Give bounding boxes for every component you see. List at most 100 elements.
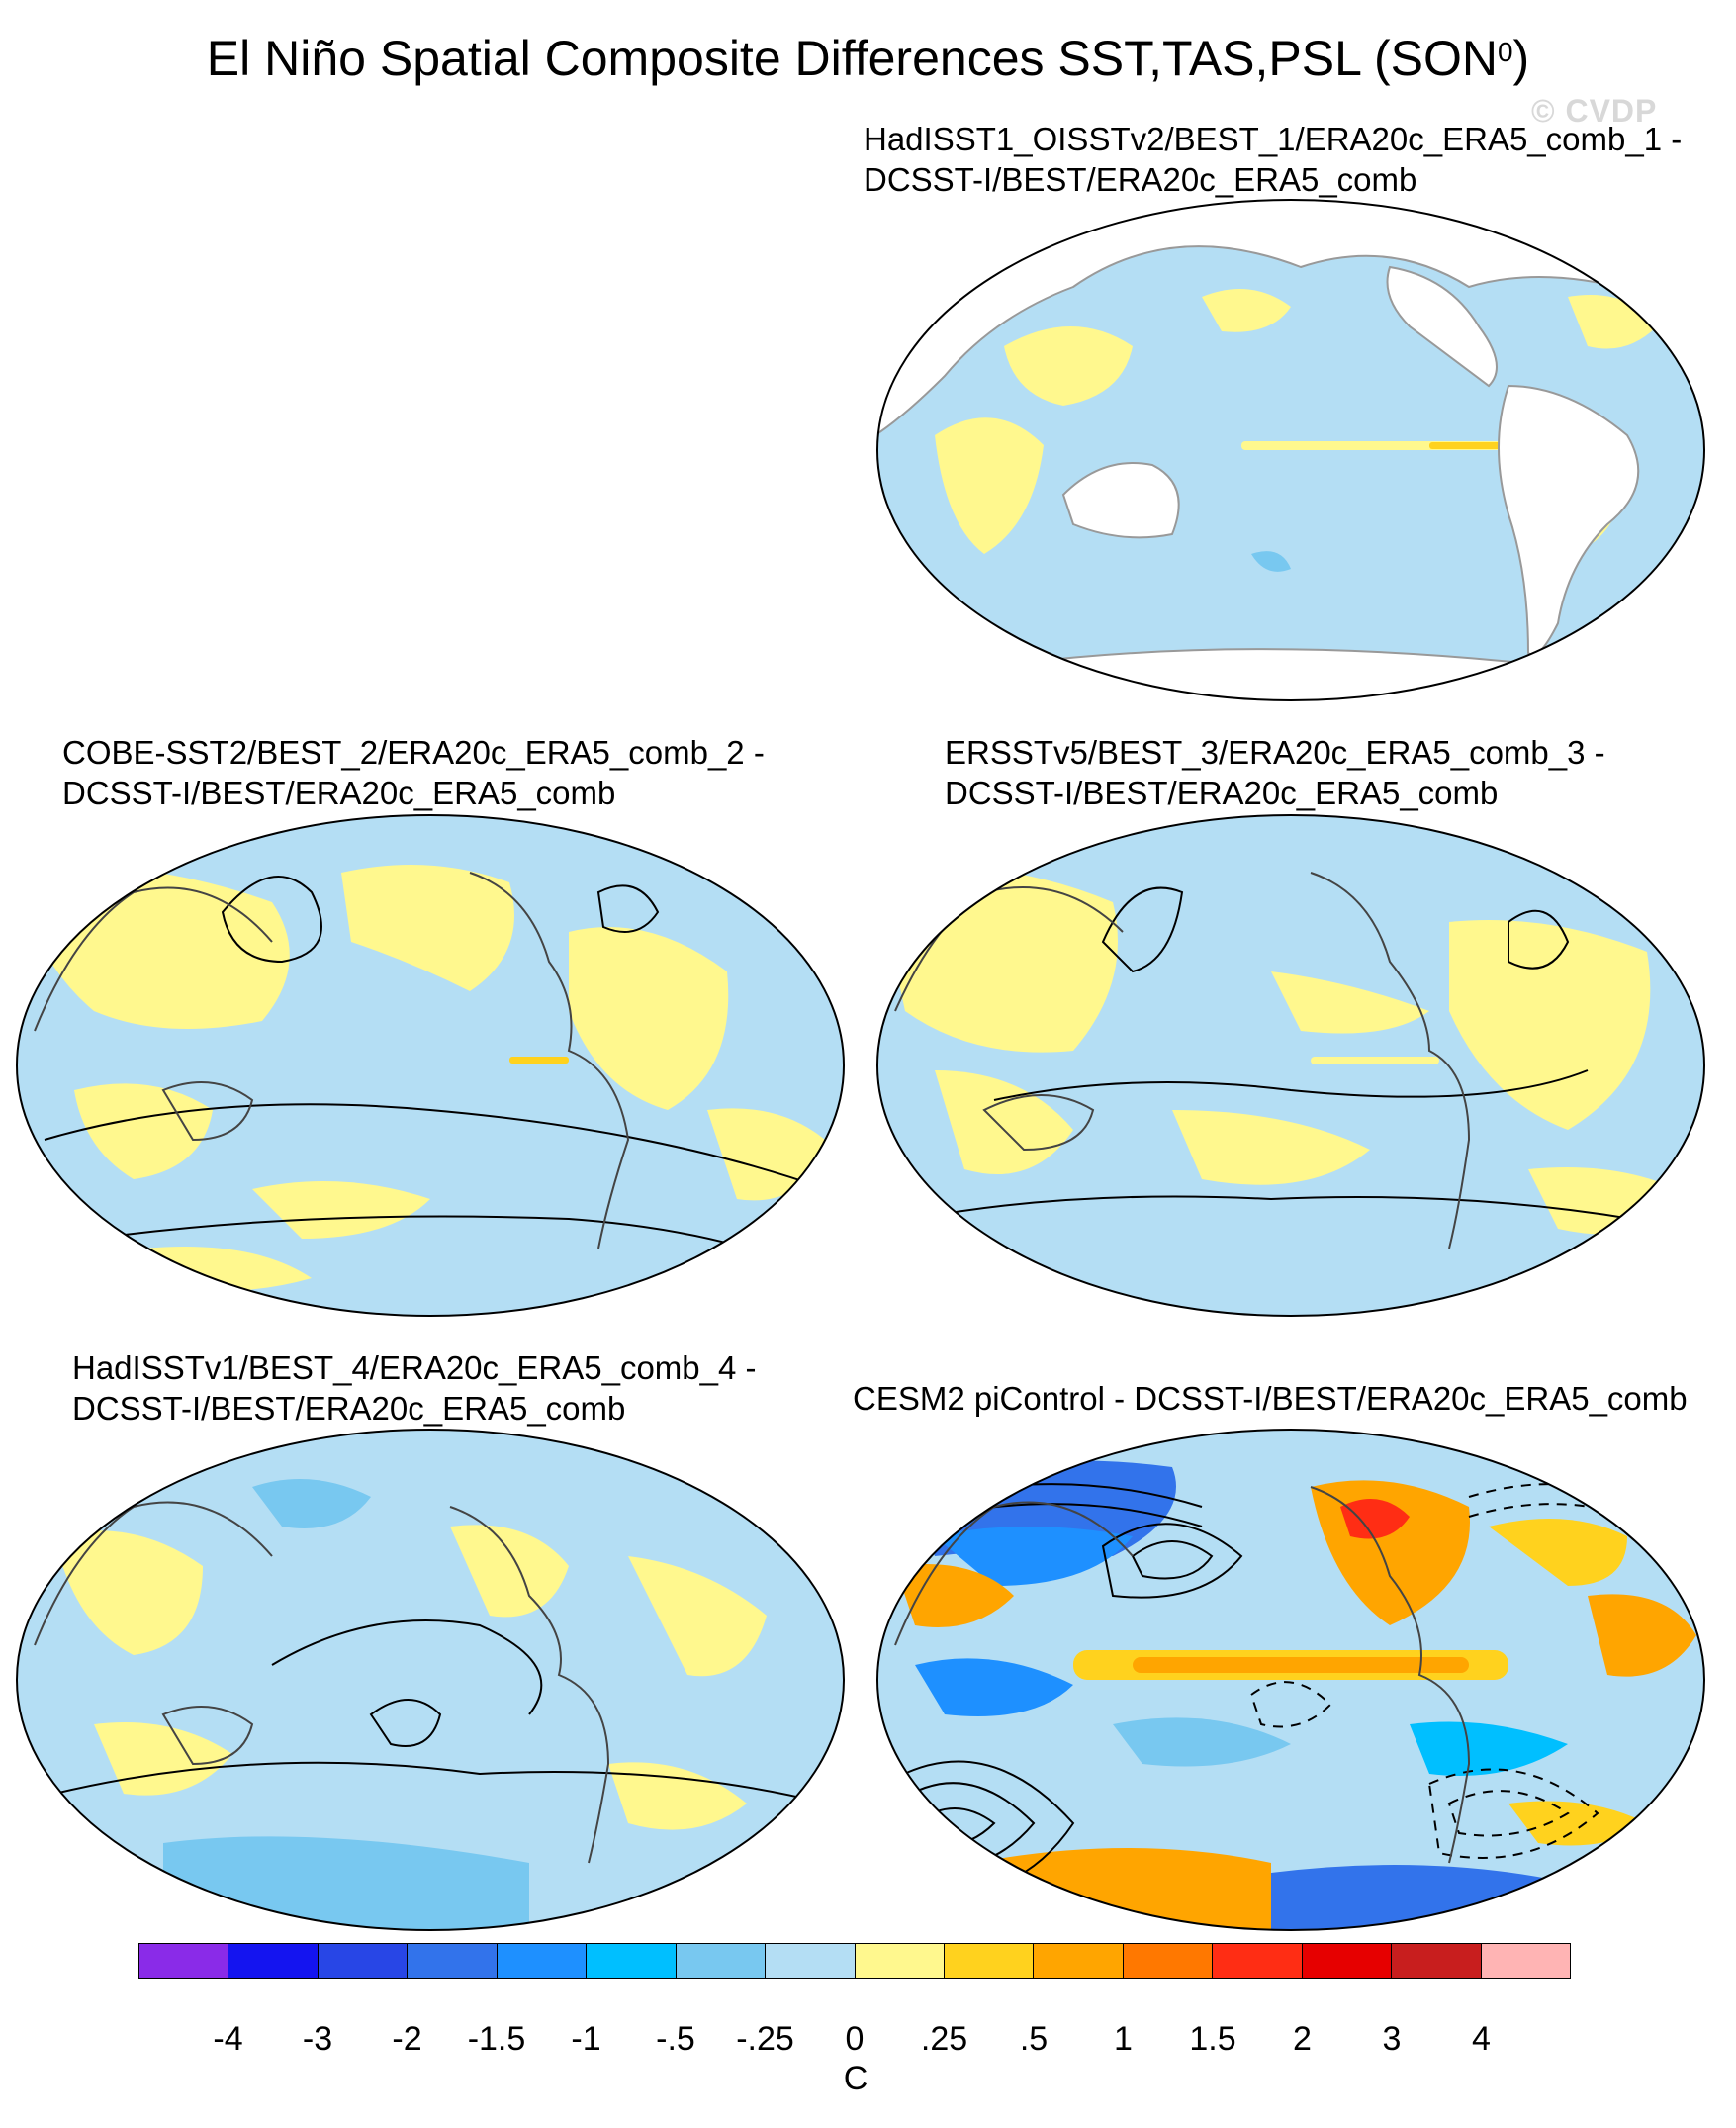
- panel-2-psl-contour: [596, 884, 660, 933]
- panel-5-warm-region: [1489, 1519, 1627, 1586]
- colorbar-tick-label: -2: [392, 2020, 422, 2058]
- panel-5-warm-region: [974, 1848, 1271, 1930]
- panel-3-warm-region: [1271, 971, 1429, 1034]
- colorbar-tick-label: 1.5: [1189, 2020, 1236, 2058]
- colorbar-tick-label: -1.5: [467, 2020, 526, 2058]
- colorbar-swatch: [318, 1944, 409, 1978]
- panel-1-warm-patch: [935, 417, 1044, 554]
- panel-1-title-line2: DCSST-I/BEST/ERA20c_ERA5_comb: [864, 161, 1417, 198]
- panel-5-psl-contour-negative: [1249, 1681, 1332, 1728]
- panel-5-title: CESM2 piControl - DCSST-I/BEST/ERA20c_ER…: [853, 1378, 1688, 1419]
- colorbar-tick-label: -1: [571, 2020, 601, 2058]
- panel-4-title-line1: HadISSTv1/BEST_4/ERA20c_ERA5_comb_4 -: [72, 1349, 757, 1386]
- panel-4-map: [16, 1429, 845, 1931]
- panel-2-coast: [161, 1081, 254, 1142]
- colorbar-swatch: [139, 1944, 229, 1978]
- panel-3-coast: [982, 1094, 1095, 1152]
- panel-5-cold-region: [915, 1658, 1073, 1716]
- panel-4-coast: [34, 1501, 273, 1646]
- colorbar-swatch: [587, 1944, 677, 1978]
- panel-2-map: [16, 814, 845, 1317]
- panel-5-warm-region: [1508, 1801, 1647, 1846]
- panel-2-psl-contour: [44, 1103, 827, 1190]
- panel-5-warm-region: [895, 1564, 1014, 1627]
- colorbar-tick-label: .5: [1019, 2020, 1049, 2058]
- panel-4-psl-contour: [53, 1761, 827, 1804]
- panel-5-psl-contour: [1101, 1523, 1243, 1599]
- panel-2-warm-region: [569, 927, 729, 1110]
- panel-4-warm-region: [450, 1525, 569, 1618]
- colorbar-swatch: [944, 1944, 1035, 1978]
- panel-1-title: HadISST1_OISSTv2/BEST_1/ERA20c_ERA5_comb…: [864, 119, 1682, 200]
- panel-4-warm-region: [94, 1722, 232, 1796]
- cvdp-watermark: © CVDP: [1531, 93, 1658, 129]
- panel-5-cold-region: [1271, 1865, 1568, 1930]
- panel-1-warm-patch: [1004, 326, 1133, 406]
- panel-4-warm-region: [628, 1556, 767, 1677]
- colorbar-swatch: [1481, 1944, 1570, 1978]
- panel-2-title-line1: COBE-SST2/BEST_2/ERA20c_ERA5_comb_2 -: [62, 734, 765, 771]
- panel-1-land: [1386, 265, 1498, 388]
- colorbar-tick-label: -3: [302, 2020, 333, 2058]
- panel-5-cold-region: [1113, 1717, 1291, 1767]
- panel-4-warm-region: [608, 1762, 747, 1830]
- colorbar-swatch: [1392, 1944, 1482, 1978]
- panel-3-title-line1: ERSSTv5/BEST_3/ERA20c_ERA5_comb_3 -: [945, 734, 1605, 771]
- panel-4-coast: [161, 1706, 254, 1766]
- panel-3-warm-region: [1172, 1110, 1370, 1185]
- colorbar-swatch: [676, 1944, 767, 1978]
- panel-2-coast: [34, 886, 273, 1032]
- panel-3-map: [876, 814, 1705, 1317]
- panel-4-title-line2: DCSST-I/BEST/ERA20c_ERA5_comb: [72, 1390, 626, 1427]
- colorbar-tick-label: 0: [845, 2020, 865, 2058]
- panel-4-psl-contour: [271, 1619, 543, 1715]
- colorbar-tick-label: 4: [1472, 2020, 1491, 2058]
- panel-2-title: COBE-SST2/BEST_2/ERA20c_ERA5_comb_2 - DC…: [62, 732, 765, 813]
- panel-1-land: [1498, 384, 1640, 656]
- figure-title: El Niño Spatial Composite Differences SS…: [206, 31, 1530, 86]
- colorbar-swatch: [497, 1944, 588, 1978]
- panel-3-warm-region: [1449, 920, 1651, 1130]
- panel-4-background: [17, 1430, 844, 1930]
- panel-4-warm-region: [54, 1530, 203, 1655]
- panel-5-map: [876, 1429, 1705, 1931]
- panel-1-map: [876, 199, 1705, 701]
- colorbar-tick-label: 1: [1114, 2020, 1133, 2058]
- panel-3-coast: [1310, 872, 1471, 1249]
- panel-3-title-line2: DCSST-I/BEST/ERA20c_ERA5_comb: [945, 775, 1499, 811]
- colorbar: [138, 1943, 1571, 1979]
- panel-4-cold-region: [252, 1479, 371, 1528]
- panel-1-land: [1061, 462, 1180, 539]
- colorbar-tick-label: 2: [1293, 2020, 1312, 2058]
- panel-4-title: HadISSTv1/BEST_4/ERA20c_ERA5_comb_4 - DC…: [72, 1347, 757, 1429]
- panel-1-title-line1: HadISST1_OISSTv2/BEST_1/ERA20c_ERA5_comb…: [864, 121, 1683, 157]
- panel-3-psl-contour: [1508, 909, 1570, 970]
- panel-3-psl-contour: [1101, 886, 1184, 973]
- colorbar-swatch: [408, 1944, 498, 1978]
- panel-2-warm-region: [341, 865, 514, 991]
- panel-3-equatorial-band: [1311, 1057, 1439, 1064]
- panel-3-psl-contour: [914, 1195, 1688, 1230]
- panel-4-psl-contour: [369, 1699, 442, 1747]
- panel-5-coast: [894, 1501, 1134, 1646]
- panel-5-hot-spot: [1340, 1499, 1410, 1539]
- colorbar-swatch: [1213, 1944, 1303, 1978]
- panel-4-coast: [449, 1506, 610, 1864]
- panel-3-psl-contour: [993, 1069, 1589, 1101]
- panel-2-coast: [469, 872, 630, 1249]
- colorbar-tick-label: .25: [920, 2020, 968, 2058]
- panel-1-land: [877, 200, 1704, 437]
- panel-1-cold-spot: [1251, 551, 1291, 572]
- panel-5-coast: [1310, 1486, 1471, 1864]
- colorbar-swatch: [1123, 1944, 1214, 1978]
- panel-5-psl-contour-negative: [1427, 1768, 1599, 1859]
- colorbar-swatch: [766, 1944, 856, 1978]
- panel-5-warm-region: [1588, 1594, 1696, 1677]
- panel-5-title-line1: CESM2 piControl - DCSST-I/BEST/ERA20c_ER…: [853, 1380, 1688, 1417]
- colorbar-tick-label: -.25: [736, 2020, 794, 2058]
- panel-2-psl-contour: [221, 876, 322, 964]
- panel-5-psl-contour-negative: [1447, 1790, 1570, 1837]
- colorbar-tick-label: -.5: [656, 2020, 695, 2058]
- colorbar-swatch: [855, 1944, 945, 1978]
- colorbar-tick-label: 3: [1382, 2020, 1402, 2058]
